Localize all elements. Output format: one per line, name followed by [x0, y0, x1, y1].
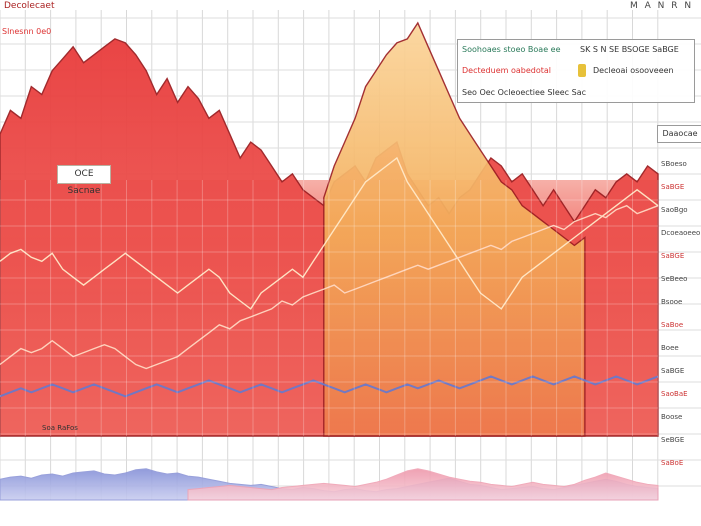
right-axis-label: Boee: [661, 344, 679, 352]
right-axis-label: SaBGE: [661, 367, 685, 375]
series-line-4: [0, 375, 659, 398]
right-axis-label: SaoBaE: [661, 390, 688, 398]
right-axis-label: Boose: [661, 413, 683, 421]
legend-row-3: Seo Oec Ocleoectiee SIeec Sac: [462, 88, 586, 97]
legend-top-right: SK S N SE BSOGE SaBGE: [580, 45, 679, 54]
legend: Soohoaes stoeo Boae ee SK S N SE BSOGE S…: [457, 39, 695, 103]
header-right-title: M A N R N: [630, 1, 694, 11]
right-axis-label: SaoBgo: [661, 206, 688, 214]
sub-chart-layer: [0, 468, 659, 501]
series-line-3: [0, 204, 659, 370]
header-left-sub: Slnesnn 0e0: [2, 27, 52, 36]
right-axis-label: SaBGE: [661, 183, 685, 191]
right-axis-label: SaBGE: [661, 252, 685, 260]
series-layer: [0, 21, 659, 437]
right-axis-label: SaBoe: [661, 321, 684, 329]
bottom-label: Soa RaFos: [42, 424, 78, 432]
sub-series-area-1: [187, 468, 659, 501]
right-axis-label: SeBeeo: [661, 275, 688, 283]
right-axis-label: Bsooe: [661, 298, 683, 306]
legend-item-2: Decleoai osooveeen: [593, 66, 674, 75]
right-axis-label: SaBoE: [661, 459, 684, 467]
right-axis-label: SeBGE: [661, 436, 685, 444]
right-label-box: Daaocae: [657, 125, 701, 143]
right-axis-label: SBoeso: [661, 160, 687, 168]
annotation-box: OCE Sacnae: [57, 165, 111, 196]
series-area-1: [323, 21, 586, 437]
legend-title: Soohoaes stoeo Boae ee: [462, 45, 561, 54]
legend-swatch-icon: [578, 64, 586, 77]
header-left-title: Decolecaet: [4, 1, 55, 11]
chart-grid-overlay: [0, 180, 659, 436]
right-axis-label: Dcoeaoeeo: [661, 229, 701, 237]
legend-item-1: Decteduem oabedotal: [462, 66, 551, 75]
series-line-2: [0, 156, 659, 310]
